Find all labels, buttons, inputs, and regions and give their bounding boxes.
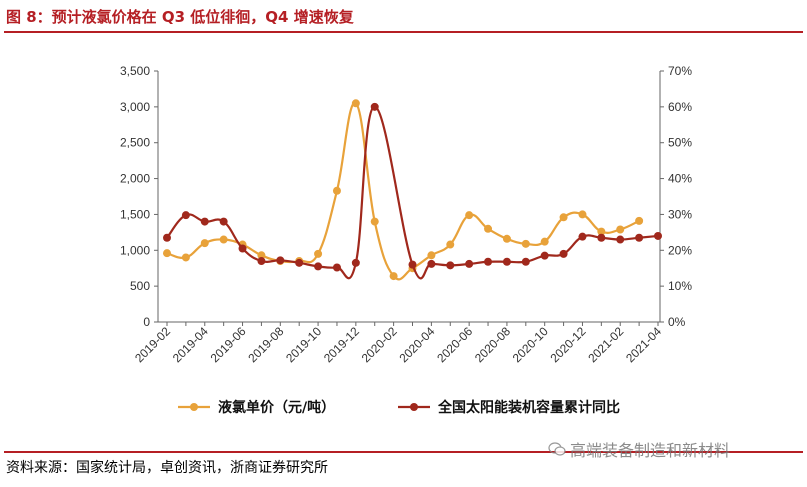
series-point-0 — [351, 99, 360, 108]
source-rule — [4, 451, 803, 453]
series-point-1 — [370, 102, 379, 111]
series-point-0 — [484, 224, 493, 233]
x-tick-label: 2020-12 — [548, 324, 589, 365]
series-point-1 — [314, 262, 323, 271]
x-tick-label: 2020-02 — [359, 324, 400, 365]
chart: 0 500 1,000 1,500 2,000 2,500 3,000 3,500 0% 10% 2… — [120, 64, 692, 416]
source-note: 资料来源：国家统计局，卓创资讯，浙商证券研究所 — [6, 460, 328, 476]
series-point-0 — [446, 240, 455, 249]
y-left-tick-label: 1,000 — [120, 243, 150, 257]
y-left-tick-label: 3,500 — [120, 64, 150, 78]
x-tick-label: 2020-08 — [472, 324, 513, 365]
series-point-1 — [163, 233, 171, 242]
x-tick-label: 2019-04 — [170, 324, 211, 365]
series-point-1 — [332, 263, 341, 272]
y-left-tick-label: 500 — [130, 279, 150, 293]
x-tick-label: 2020-10 — [510, 324, 551, 365]
series-point-1 — [427, 259, 436, 268]
series-point-0 — [370, 217, 379, 226]
x-tick-label: 2021-04 — [623, 324, 664, 365]
series-point-1 — [540, 251, 549, 260]
y-left-tick-label: 0 — [143, 315, 150, 329]
legend-marker-1 — [410, 403, 418, 411]
y-left-tick-label: 2,000 — [120, 172, 150, 186]
series-point-1 — [257, 257, 266, 266]
series-point-1 — [219, 217, 228, 226]
series-point-0 — [616, 225, 625, 234]
series-point-1 — [351, 258, 360, 267]
series-point-0 — [597, 227, 606, 236]
series-point-1 — [465, 259, 474, 268]
legend-label-1: 全国太阳能装机容量累计同比 — [437, 399, 620, 416]
series-point-1 — [238, 244, 247, 253]
series-point-1 — [502, 257, 511, 266]
y-left-tick-label: 2,500 — [120, 136, 150, 150]
series-point-0 — [257, 251, 266, 260]
series-point-1 — [597, 233, 606, 242]
y-right-tick-label: 40% — [668, 172, 692, 186]
x-tick-label: 2020-06 — [434, 324, 475, 365]
series-point-1 — [295, 258, 304, 267]
series-point-1 — [521, 257, 530, 266]
x-tick-label: 2021-02 — [585, 324, 626, 365]
series-point-0 — [559, 213, 568, 222]
y-right-tick-label: 30% — [668, 207, 692, 221]
x-tick-label: 2019-06 — [208, 324, 249, 365]
legend-marker-0 — [190, 403, 198, 411]
y-right-tick-label: 10% — [668, 279, 692, 293]
series-point-0 — [465, 211, 474, 220]
title-rule — [4, 31, 803, 33]
series-point-0 — [314, 249, 323, 258]
figure-title: 图 8：预计液氯价格在 Q3 低位徘徊，Q4 增速恢复 — [6, 8, 354, 26]
series-point-0 — [521, 239, 530, 248]
series-point-0 — [219, 235, 228, 244]
series-point-1 — [559, 249, 568, 258]
series-line-0 — [166, 102, 640, 281]
series-point-1 — [181, 211, 190, 220]
series-point-1 — [635, 233, 644, 242]
x-tick-label: 2019-08 — [245, 324, 286, 365]
series-point-1 — [200, 217, 209, 226]
series-point-1 — [578, 232, 587, 241]
y-right-tick-label: 70% — [668, 64, 692, 78]
series-point-0 — [635, 216, 644, 225]
y-right-tick-label: 60% — [668, 100, 692, 114]
series-point-0 — [502, 234, 511, 243]
series-point-1 — [616, 235, 625, 244]
series-point-1 — [408, 260, 417, 269]
legend-label-0: 液氯单价（元/吨） — [218, 399, 335, 416]
series-point-0 — [427, 251, 436, 260]
wechat-icon — [548, 442, 566, 456]
series-point-0 — [200, 239, 209, 248]
series-point-0 — [578, 210, 587, 219]
series-point-1 — [276, 256, 285, 265]
watermark: 高端装备制造和新材料 — [548, 437, 730, 461]
series-point-1 — [446, 261, 455, 270]
series-point-0 — [163, 249, 171, 258]
series-point-1 — [654, 231, 662, 240]
y-right-tick-label: 0% — [668, 315, 686, 329]
x-tick-label: 2019-10 — [283, 324, 324, 365]
series-point-0 — [389, 272, 398, 281]
series-point-0 — [540, 237, 549, 246]
x-tick-label: 2019-12 — [321, 324, 362, 365]
x-tick-label: 2019-02 — [132, 324, 173, 365]
y-left-tick-label: 3,000 — [120, 100, 150, 114]
watermark-text: 高端装备制造和新材料 — [570, 441, 731, 460]
x-tick-label: 2020-04 — [396, 324, 437, 365]
series-point-0 — [332, 186, 341, 195]
series-line-1 — [166, 105, 659, 280]
y-right-tick-label: 20% — [668, 243, 692, 257]
series-point-1 — [484, 257, 493, 266]
y-right-tick-label: 50% — [668, 136, 692, 150]
y-left-tick-label: 1,500 — [120, 207, 150, 221]
series-point-0 — [181, 253, 190, 262]
